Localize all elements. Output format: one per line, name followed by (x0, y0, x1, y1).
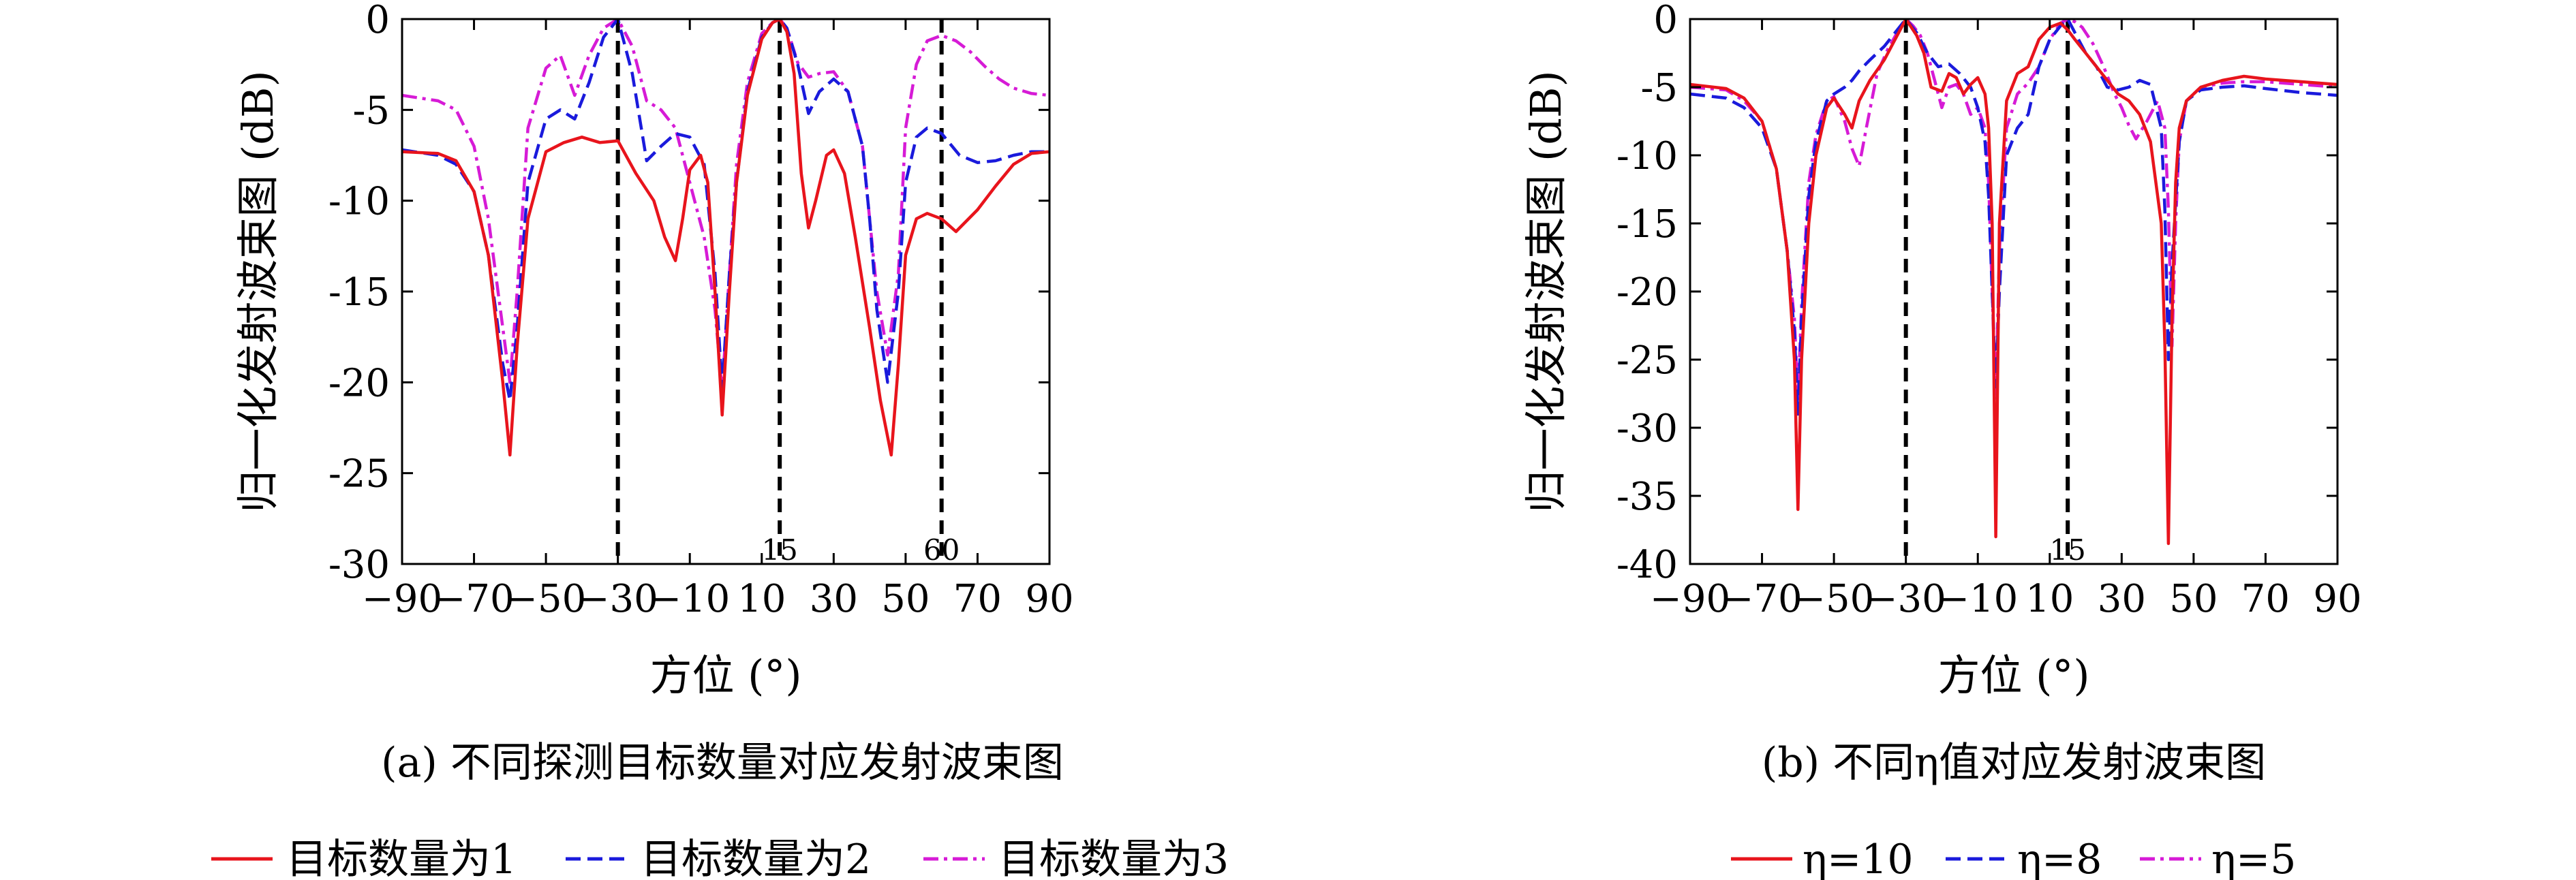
b-y-tick-label: 0 (1653, 0, 1678, 42)
b-x-tick-label: −10 (1937, 577, 2018, 621)
a-target-label: 15 (761, 533, 797, 567)
a-y-tick-label: -10 (328, 180, 390, 224)
a-y-tick-label: -5 (352, 89, 390, 133)
b-x-tick-label: 90 (2313, 577, 2361, 621)
a-series-1-line (402, 19, 1049, 457)
b-target-label: 15 (2049, 533, 2085, 567)
a-x-tick-label: 70 (953, 577, 1002, 621)
a-x-tick-label: 50 (881, 577, 930, 621)
legend-a-label-1: 目标数量为1 (286, 836, 517, 880)
a-x-axis-label: 方位 (°) (649, 650, 801, 700)
a-x-tick-label: 10 (737, 577, 786, 621)
legend-a-label-2: 目标数量为2 (641, 836, 871, 880)
b-x-tick-label: −90 (1650, 577, 1730, 621)
a-series-2-line (402, 19, 1049, 403)
b-y-tick-label: -20 (1616, 270, 1678, 315)
legend-a-label-3: 目标数量为3 (998, 836, 1229, 880)
b-x-tick-label: −50 (1794, 577, 1874, 621)
b-x-tick-label: 30 (2098, 577, 2146, 621)
b-y-tick-label: -35 (1616, 475, 1678, 519)
b-y-tick-label: -25 (1616, 339, 1678, 383)
b-x-tick-label: 10 (2025, 577, 2074, 621)
b-x-axis-label: 方位 (°) (1937, 650, 2089, 700)
legend-b-label-3: η=5 (2211, 836, 2296, 880)
legend-a: 目标数量为1 目标数量为2 目标数量为3 (211, 836, 1229, 880)
a-x-tick-label: 30 (810, 577, 858, 621)
a-x-tick-label: −70 (433, 577, 514, 621)
a-series-3-line (402, 19, 1049, 393)
a-x-tick-label: 90 (1025, 577, 1073, 621)
b-x-tick-label: 70 (2241, 577, 2290, 621)
legend-b-label-1: η=10 (1803, 836, 1914, 880)
a-y-axis-label: 归一化发射波束图 (dB) (233, 70, 283, 512)
b-y-tick-label: -10 (1616, 134, 1678, 178)
a-target-label: 60 (923, 533, 960, 567)
b-series-1-line (1690, 19, 2337, 546)
b-y-tick-label: -5 (1640, 66, 1678, 110)
b-x-tick-label: −30 (1866, 577, 1946, 621)
chart-panel-b: 15 −90−70−50−30−10 10 30 50 70 90 0 -5 -10 -15 -20 -… (1521, 0, 2362, 700)
legend-b: η=10 η=8 η=5 (1731, 836, 2296, 880)
a-y-tick-label: -30 (328, 543, 390, 587)
b-y-tick-label: -30 (1616, 407, 1678, 451)
a-x-tick-label: −50 (506, 577, 586, 621)
caption-a: (a) 不同探测目标数量对应发射波束图 (381, 739, 1064, 787)
a-x-tick-label: −90 (362, 577, 442, 621)
a-y-tick-label: -15 (328, 270, 390, 315)
a-x-tick-label: −10 (649, 577, 730, 621)
b-y-tick-label: -15 (1616, 202, 1678, 247)
a-y-tick-label: -25 (328, 452, 390, 497)
chart-panel-a: 15 60 −90−70−50−30−10 10 30 50 70 90 0 -5 -10 -15 -2… (233, 0, 1074, 700)
a-x-tick-label: −30 (578, 577, 658, 621)
caption-b: (b) 不同η值对应发射波束图 (1762, 739, 2266, 787)
b-y-axis-label: 归一化发射波束图 (dB) (1521, 70, 1571, 512)
b-y-tick-label: -40 (1616, 543, 1678, 587)
legend-b-label-2: η=8 (2017, 836, 2102, 880)
a-y-tick-label: -20 (328, 361, 390, 405)
b-x-tick-label: −70 (1721, 577, 1802, 621)
a-y-tick-label: 0 (365, 0, 390, 42)
b-x-tick-label: 50 (2169, 577, 2218, 621)
